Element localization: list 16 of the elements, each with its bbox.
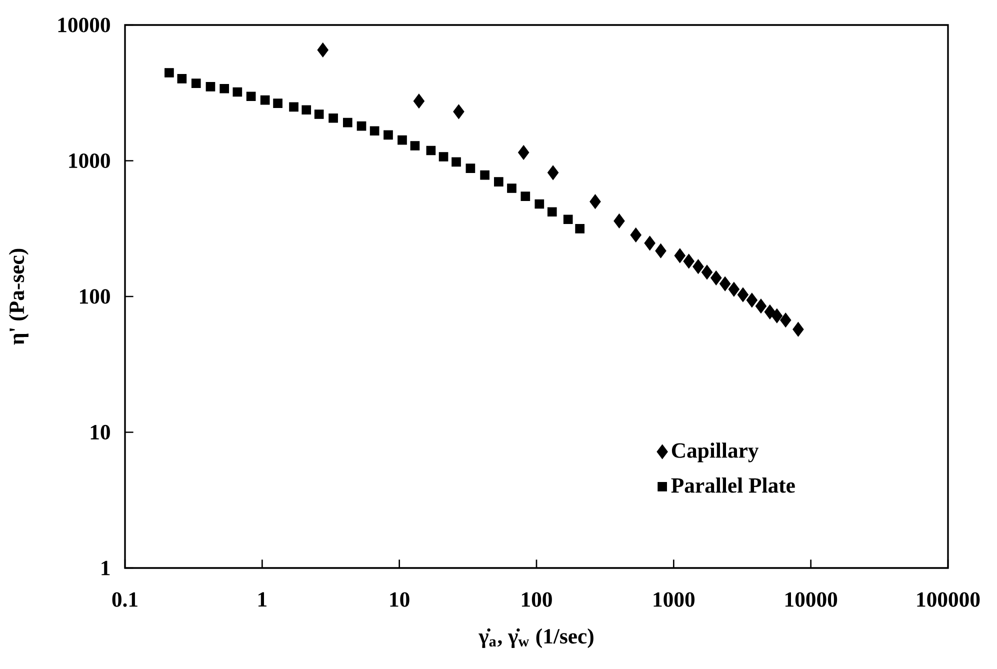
x-tick-label: 100000 — [917, 592, 980, 607]
y-tick-label: 100 — [80, 289, 110, 304]
y-tick-label: 10 — [90, 424, 110, 440]
x-axis-title: γ̇$_{a}$, γ̇$_{w}$ (1/sec) — [478, 628, 594, 648]
legend-label: Capillary — [672, 442, 759, 462]
x-tick-label: 1 — [258, 592, 266, 607]
y-tick-label: 10000 — [58, 18, 110, 32]
y-tick-label: 1000 — [69, 153, 110, 168]
x-tick-label: 10000 — [785, 592, 838, 607]
x-tick-label: 100 — [522, 592, 552, 607]
y-tick-label: 1 — [102, 560, 110, 576]
x-tick-label: 1000 — [654, 592, 695, 607]
x-tick-label: 0.1 — [112, 592, 138, 607]
legend-label: Parallel Plate — [671, 478, 795, 493]
x-tick-label: 10 — [390, 592, 410, 607]
y-axis-title: η' (Pa-sec) — [8, 248, 28, 345]
